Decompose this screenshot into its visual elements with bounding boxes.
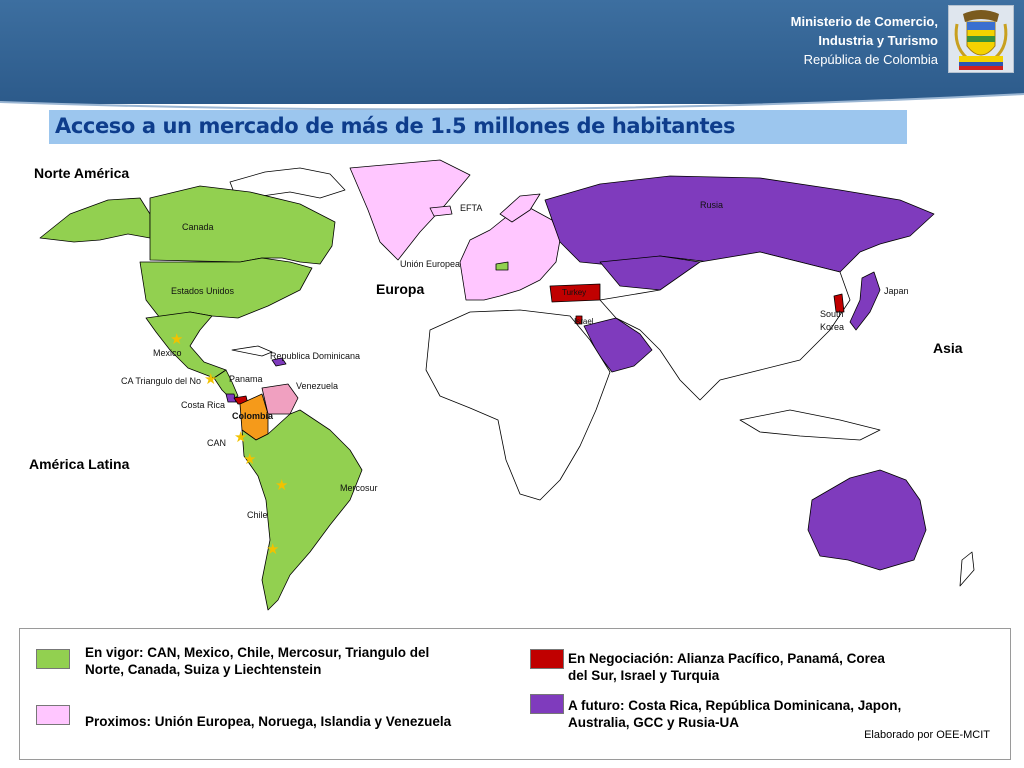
- new-zealand-shape: [959, 551, 975, 587]
- legend-negotiation-text: En Negociación: Alianza Pacífico, Panamá…: [568, 650, 885, 684]
- label-turkey: Turkey: [562, 288, 587, 297]
- credit-text: Elaborado por OEE-MCIT: [864, 729, 990, 741]
- ministry-line3: República de Colombia: [803, 52, 938, 67]
- label-japan: Japan: [884, 286, 909, 296]
- legend-future-line2: Australia, GCC y Rusia-UA: [568, 715, 740, 730]
- asia-shape: [599, 251, 851, 401]
- label-venezuela: Venezuela: [296, 381, 339, 391]
- page-title: Acceso a un mercado de más de 1.5 millon…: [55, 114, 736, 138]
- label-usa: Estados Unidos: [171, 286, 235, 296]
- caribbean-shape: [231, 345, 273, 357]
- label-canada: Canada: [182, 222, 214, 232]
- legend-next-text: Proximos: Unión Europea, Noruega, Island…: [85, 714, 452, 729]
- africa-shape: [425, 309, 611, 501]
- coat-of-arms-icon: [948, 5, 1014, 73]
- label-chile: Chile: [247, 510, 268, 520]
- label-costa-rica: Costa Rica: [181, 400, 226, 410]
- star-icon: ★: [204, 371, 218, 388]
- ministry-block: Ministerio de Comercio, Industria y Turi…: [791, 12, 938, 69]
- legend-negotiation-line2: del Sur, Israel y Turquia: [568, 668, 720, 683]
- indonesia-shape: [739, 409, 881, 441]
- legend-future-line1: A futuro: Costa Rica, República Dominica…: [568, 698, 902, 713]
- legend-in-force-line2: Norte, Canada, Suiza y Liechtenstein: [85, 662, 322, 677]
- label-eu: Unión Europea: [400, 259, 461, 269]
- alaska-shape: [39, 197, 151, 243]
- label-israel: Israel: [574, 317, 594, 326]
- region-latin-america: América Latina: [29, 456, 130, 472]
- label-can: CAN: [207, 438, 227, 448]
- label-panama: Panama: [229, 374, 263, 384]
- japan-shape: [849, 271, 881, 331]
- australia-shape: [807, 469, 927, 571]
- dominican-republic-shape: [271, 357, 287, 367]
- label-dominican-republic: Republica Dominicana: [270, 351, 361, 361]
- header-banner: [0, 0, 1024, 104]
- ministry-line2: Industria y Turismo: [818, 33, 938, 48]
- ministry-line1: Ministerio de Comercio,: [790, 14, 938, 29]
- legend-future-text: A futuro: Costa Rica, República Dominica…: [568, 697, 901, 731]
- legend-in-force-text: En vigor: CAN, Mexico, Chile, Mercosur, …: [85, 644, 429, 678]
- label-colombia: Colombia: [232, 411, 274, 421]
- switzerland-shape: [495, 261, 509, 271]
- iceland-shape: [429, 205, 453, 217]
- region-europe: Europa: [376, 281, 425, 297]
- legend-box: [19, 628, 1011, 760]
- star-icon: ★: [243, 451, 257, 468]
- south-america-shape: [241, 409, 363, 611]
- label-russia: Rusia: [700, 200, 724, 210]
- greenland-shape: [349, 159, 471, 261]
- region-asia: Asia: [933, 340, 963, 356]
- region-north-america: Norte América: [34, 165, 130, 181]
- mexico-shape: [145, 311, 227, 379]
- canada-shape: [149, 185, 336, 265]
- legend-swatch-negotiation: [530, 649, 564, 669]
- norway-shape: [499, 193, 541, 223]
- label-mercosur: Mercosur: [340, 483, 378, 493]
- costa-rica-shape: [225, 393, 237, 403]
- label-efta: EFTA: [460, 203, 483, 213]
- israel-shape: [575, 315, 583, 325]
- legend-swatch-next: [36, 705, 70, 725]
- title-bar: Acceso a un mercado de más de 1.5 millon…: [49, 110, 907, 144]
- label-south-korea-2: Korea: [820, 322, 845, 332]
- star-icon: ★: [170, 331, 184, 348]
- world-map: [39, 159, 975, 611]
- eu-shape: [459, 207, 561, 301]
- legend-negotiation-line1: En Negociación: Alianza Pacífico, Panamá…: [568, 651, 885, 666]
- label-ca-triangle: CA Triangulo del No: [121, 376, 202, 386]
- star-icon: ★: [266, 541, 280, 558]
- label-south-korea-1: South: [820, 309, 844, 319]
- star-icon: ★: [275, 477, 289, 494]
- legend-swatch-in-force: [36, 649, 70, 669]
- south-korea-shape: [833, 293, 845, 313]
- star-icon: ★: [234, 429, 248, 446]
- venezuela-shape: [261, 383, 299, 415]
- legend-in-force-line1: En vigor: CAN, Mexico, Chile, Mercosur, …: [85, 645, 430, 660]
- label-mexico: Mexico: [153, 348, 182, 358]
- legend-swatch-future: [530, 694, 564, 714]
- central-america-shape: [213, 369, 239, 401]
